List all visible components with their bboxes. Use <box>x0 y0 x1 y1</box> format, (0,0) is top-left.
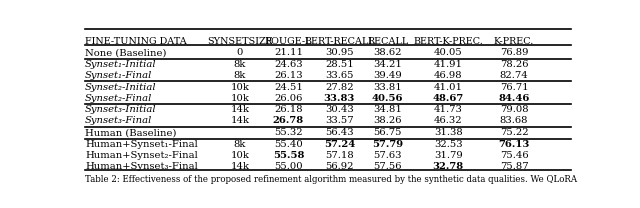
Text: 26.06: 26.06 <box>274 94 303 103</box>
Text: 8k: 8k <box>234 71 246 80</box>
Text: 75.22: 75.22 <box>500 128 528 137</box>
Text: 55.40: 55.40 <box>274 140 303 149</box>
Text: 14k: 14k <box>230 116 250 125</box>
Text: 57.24: 57.24 <box>324 140 355 149</box>
Text: Synset₃-Final: Synset₃-Final <box>85 116 152 125</box>
Text: 56.75: 56.75 <box>374 128 402 137</box>
Text: 57.56: 57.56 <box>374 162 402 171</box>
Text: 76.71: 76.71 <box>500 83 528 92</box>
Text: 32.78: 32.78 <box>433 162 464 171</box>
Text: ROUGE-L: ROUGE-L <box>264 37 312 46</box>
Text: 21.11: 21.11 <box>274 48 303 57</box>
Text: 46.98: 46.98 <box>434 71 463 80</box>
Text: 8k: 8k <box>234 60 246 69</box>
Text: 30.43: 30.43 <box>325 105 354 114</box>
Text: 26.13: 26.13 <box>274 71 303 80</box>
Text: Human (Baseline): Human (Baseline) <box>85 128 177 137</box>
Text: Synset₂-Final: Synset₂-Final <box>85 94 152 103</box>
Text: 34.21: 34.21 <box>373 60 402 69</box>
Text: 41.01: 41.01 <box>434 83 463 92</box>
Text: 82.74: 82.74 <box>500 71 529 80</box>
Text: 76.89: 76.89 <box>500 48 528 57</box>
Text: 41.91: 41.91 <box>434 60 463 69</box>
Text: 76.13: 76.13 <box>499 140 530 149</box>
Text: FINE-TUNING DATA: FINE-TUNING DATA <box>85 37 187 46</box>
Text: 10k: 10k <box>230 151 250 160</box>
Text: K-PREC.: K-PREC. <box>494 37 534 46</box>
Text: 33.57: 33.57 <box>325 116 354 125</box>
Text: Human+Synset₂-Final: Human+Synset₂-Final <box>85 151 198 160</box>
Text: 39.49: 39.49 <box>373 71 402 80</box>
Text: 40.56: 40.56 <box>372 94 403 103</box>
Text: 46.32: 46.32 <box>434 116 463 125</box>
Text: 8k: 8k <box>234 140 246 149</box>
Text: BERT-RECALL: BERT-RECALL <box>304 37 375 46</box>
Text: 10k: 10k <box>230 94 250 103</box>
Text: Synset₁-Final: Synset₁-Final <box>85 71 152 80</box>
Text: None (Baseline): None (Baseline) <box>85 48 166 57</box>
Text: 48.67: 48.67 <box>433 94 464 103</box>
Text: 57.79: 57.79 <box>372 140 403 149</box>
Text: 10k: 10k <box>230 83 250 92</box>
Text: BERT-K-PREC.: BERT-K-PREC. <box>413 37 483 46</box>
Text: 55.58: 55.58 <box>273 151 304 160</box>
Text: SYNSETSIZE: SYNSETSIZE <box>207 37 273 46</box>
Text: 14k: 14k <box>230 162 250 171</box>
Text: 33.81: 33.81 <box>373 83 402 92</box>
Text: 57.63: 57.63 <box>374 151 402 160</box>
Text: 31.79: 31.79 <box>434 151 463 160</box>
Text: 31.38: 31.38 <box>434 128 463 137</box>
Text: Synset₃-Initial: Synset₃-Initial <box>85 105 157 114</box>
Text: 14k: 14k <box>230 105 250 114</box>
Text: 78.26: 78.26 <box>500 60 528 69</box>
Text: 32.53: 32.53 <box>434 140 463 149</box>
Text: Synset₁-Initial: Synset₁-Initial <box>85 60 157 69</box>
Text: 56.43: 56.43 <box>325 128 354 137</box>
Text: Synset₂-Initial: Synset₂-Initial <box>85 83 157 92</box>
Text: 75.46: 75.46 <box>500 151 528 160</box>
Text: 79.08: 79.08 <box>500 105 528 114</box>
Text: 0: 0 <box>237 48 243 57</box>
Text: 84.46: 84.46 <box>499 94 530 103</box>
Text: 40.05: 40.05 <box>434 48 463 57</box>
Text: 83.68: 83.68 <box>500 116 528 125</box>
Text: 26.78: 26.78 <box>273 116 304 125</box>
Text: Human+Synset₁-Final: Human+Synset₁-Final <box>85 140 198 149</box>
Text: Table 2: Effectiveness of the proposed refinement algorithm measured by the synt: Table 2: Effectiveness of the proposed r… <box>85 175 577 184</box>
Text: 38.26: 38.26 <box>374 116 402 125</box>
Text: 27.82: 27.82 <box>325 83 354 92</box>
Text: 55.32: 55.32 <box>274 128 303 137</box>
Text: 33.83: 33.83 <box>324 94 355 103</box>
Text: 56.92: 56.92 <box>325 162 354 171</box>
Text: Human+Synset₃-Final: Human+Synset₃-Final <box>85 162 198 171</box>
Text: 55.00: 55.00 <box>274 162 303 171</box>
Text: 33.65: 33.65 <box>325 71 354 80</box>
Text: 34.81: 34.81 <box>373 105 402 114</box>
Text: RECALL: RECALL <box>367 37 408 46</box>
Text: 26.18: 26.18 <box>274 105 303 114</box>
Text: 41.73: 41.73 <box>434 105 463 114</box>
Text: 28.51: 28.51 <box>325 60 354 69</box>
Text: 57.18: 57.18 <box>325 151 354 160</box>
Text: 30.95: 30.95 <box>325 48 354 57</box>
Text: 24.63: 24.63 <box>274 60 303 69</box>
Text: 24.51: 24.51 <box>274 83 303 92</box>
Text: 38.62: 38.62 <box>374 48 402 57</box>
Text: 75.87: 75.87 <box>500 162 528 171</box>
